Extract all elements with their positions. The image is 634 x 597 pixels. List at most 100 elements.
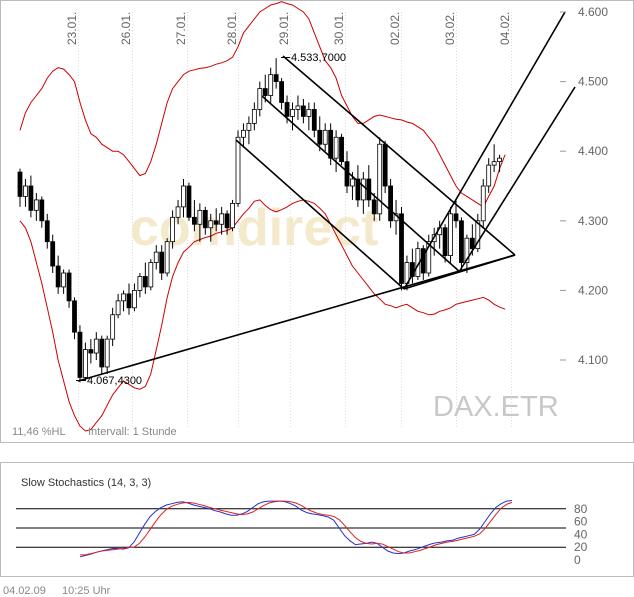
bollinger-upper-band: [19, 1, 506, 208]
candle-body-down: [399, 213, 404, 284]
candle-body-down: [262, 88, 268, 96]
candle-body-down: [273, 74, 279, 82]
candle-body-down: [66, 272, 72, 302]
x-axis-date-labels: 23.01. 26.01. 27.01. 28.01. 29.01. 30.01. 02.0…: [65, 12, 512, 45]
candle-body-down: [50, 241, 56, 267]
footer-time: 10:25 Uhr: [62, 585, 111, 597]
candle-body-up: [268, 74, 274, 96]
candle-body-up: [491, 161, 497, 166]
candle-body-up: [121, 293, 126, 302]
candle-body-up: [246, 122, 252, 131]
candle-body-up: [83, 349, 88, 378]
candle-body-up: [148, 262, 154, 288]
stochastics-title: Slow Stochastics (14, 3, 3): [21, 477, 151, 489]
candle-body-down: [213, 220, 219, 225]
stochastics-panel-frame: [0, 462, 634, 577]
date-label: 27.01.: [174, 12, 188, 45]
candle-body-up: [486, 164, 492, 187]
candle-body-down: [284, 102, 290, 117]
candle-body-down: [191, 216, 197, 225]
candle-body-down: [186, 185, 192, 218]
candle-body-down: [388, 185, 394, 222]
trend-line: [282, 55, 516, 256]
date-label: 28.01.: [225, 12, 239, 45]
candle-body-down: [72, 300, 77, 333]
candle-body-up: [350, 178, 355, 187]
y-tick-label: 4.600: [578, 5, 608, 19]
candle-body-down: [142, 276, 148, 288]
stochastics-tick-label: 60: [574, 515, 588, 529]
candle-body-up: [257, 88, 263, 110]
candle-body-down: [159, 251, 165, 274]
high-annotation-label: 4.533,7000: [291, 52, 346, 64]
candle-body-up: [110, 314, 116, 340]
candle-body-up: [295, 105, 301, 110]
date-label: 02.02.: [388, 12, 402, 45]
candle-body-up: [235, 136, 241, 204]
candle-body-up: [475, 220, 481, 250]
candle-body-down: [317, 129, 323, 145]
candle-body-down: [44, 220, 50, 243]
candle-body-up: [208, 220, 214, 229]
candle-body-down: [39, 199, 45, 222]
candle-body-down: [279, 81, 285, 103]
candle-body-up: [93, 338, 99, 354]
candle-body-up: [137, 276, 143, 291]
y-tick-label: 4.100: [578, 353, 608, 367]
candle-body-down: [55, 265, 61, 288]
trend-line: [235, 139, 405, 290]
candle-body-down: [459, 220, 464, 263]
date-label: 23.01.: [65, 12, 79, 45]
candle-body-up: [333, 136, 339, 159]
footer-date: 04.02.09: [3, 585, 46, 597]
stochastics-k-line: [79, 500, 513, 558]
candle-body-down: [382, 143, 388, 187]
y-tick-label: 4.500: [578, 75, 608, 89]
stochastics-tick-label: 80: [574, 502, 588, 516]
candle-body-up: [251, 109, 257, 124]
candle-body-down: [300, 105, 306, 117]
low-annotation: 4.067,4300: [76, 375, 142, 387]
candle-body-down: [224, 213, 230, 229]
candle-body-up: [322, 129, 328, 145]
date-label: 30.01.: [332, 12, 346, 45]
y-tick-label: 4.200: [578, 283, 608, 297]
candle-body-up: [33, 199, 39, 211]
candle-body-down: [339, 136, 344, 163]
y-tick-label: 4.400: [578, 144, 608, 158]
candle-body-down: [371, 199, 377, 215]
trend-line: [403, 11, 566, 290]
stochastics-tick-label: 40: [574, 527, 588, 541]
candle-body-up: [164, 241, 170, 274]
date-label: 29.01.: [277, 12, 291, 45]
trendlines: [77, 11, 576, 382]
candle-body-up: [181, 185, 186, 208]
candle-body-up: [306, 109, 312, 117]
trend-line: [458, 254, 516, 273]
candle-body-down: [17, 171, 23, 197]
candle-body-down: [469, 237, 475, 250]
bollinger-lower-band: [19, 199, 506, 432]
candle-body-up: [377, 143, 383, 215]
candle-body-up: [61, 272, 66, 288]
candle-body-up: [170, 216, 176, 243]
candle-body-down: [28, 185, 34, 211]
candle-body-down: [77, 331, 83, 378]
candle-body-down: [88, 349, 94, 354]
candle-body-up: [104, 338, 110, 368]
high-annotation: 4.533,7000: [281, 52, 346, 64]
candle-body-up: [197, 209, 203, 225]
interval-label: Intervall: 1 Stunde: [88, 426, 177, 438]
stochastics-gridlines: [16, 508, 566, 548]
candle-body-up: [290, 109, 295, 117]
trend-line: [458, 86, 576, 273]
candlesticks: [17, 58, 503, 383]
stochastics-series: [79, 500, 513, 558]
candle-body-down: [328, 129, 334, 159]
candle-body-up: [230, 202, 235, 229]
candle-body-down: [311, 109, 317, 131]
y-axis-tick-labels: 4.100 4.200 4.300 4.400 4.500 4.600: [560, 5, 608, 367]
date-label: 26.01.: [119, 12, 133, 45]
